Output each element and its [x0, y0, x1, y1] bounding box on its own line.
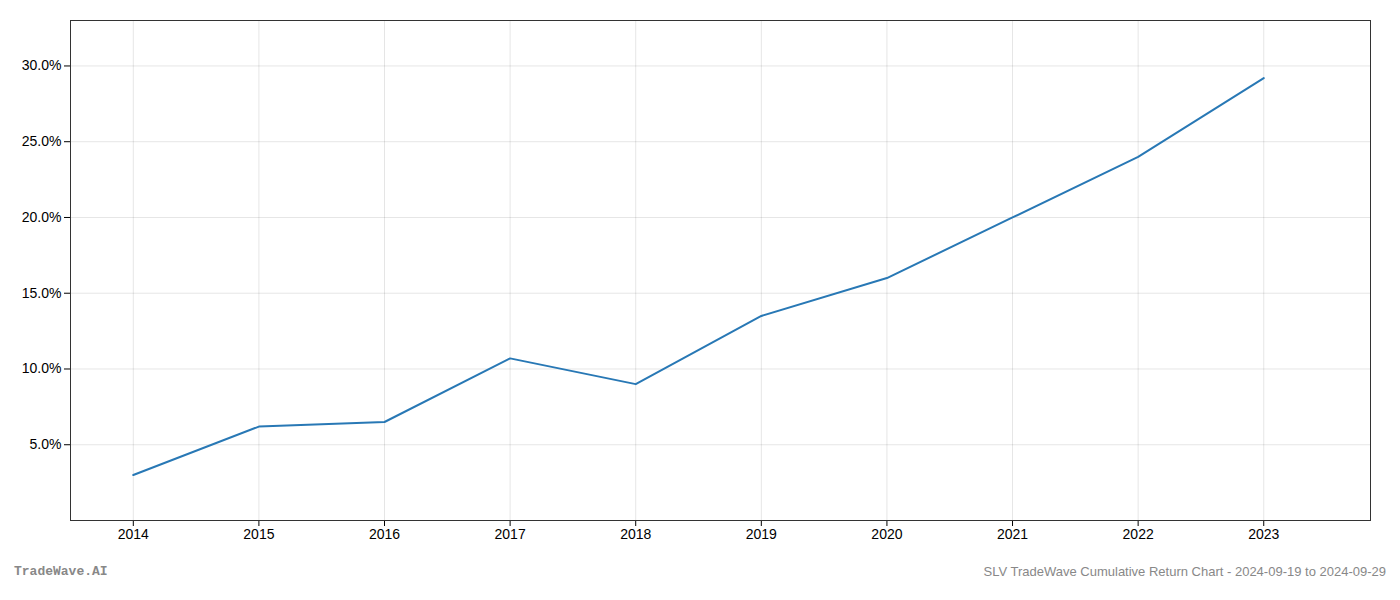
- svg-text:25.0%: 25.0%: [22, 133, 62, 149]
- svg-text:2018: 2018: [620, 526, 651, 542]
- svg-text:2019: 2019: [746, 526, 777, 542]
- svg-text:2015: 2015: [243, 526, 274, 542]
- svg-text:2016: 2016: [369, 526, 400, 542]
- svg-text:2017: 2017: [495, 526, 526, 542]
- svg-text:20.0%: 20.0%: [22, 209, 62, 225]
- svg-text:10.0%: 10.0%: [22, 360, 62, 376]
- svg-text:2014: 2014: [118, 526, 149, 542]
- html-text:SLV TradeWave Cumulative Retur: SLV TradeWave Cumulative Return Chart - …: [983, 564, 1386, 579]
- svg-text:2021: 2021: [997, 526, 1028, 542]
- svg-text:2020: 2020: [871, 526, 902, 542]
- html-text:TradeWave.AI: TradeWave.AI: [14, 564, 108, 579]
- svg-text:5.0%: 5.0%: [30, 436, 62, 452]
- svg-text:2023: 2023: [1248, 526, 1279, 542]
- svg-text:2022: 2022: [1123, 526, 1154, 542]
- svg-text:30.0%: 30.0%: [22, 57, 62, 73]
- svg-text:15.0%: 15.0%: [22, 285, 62, 301]
